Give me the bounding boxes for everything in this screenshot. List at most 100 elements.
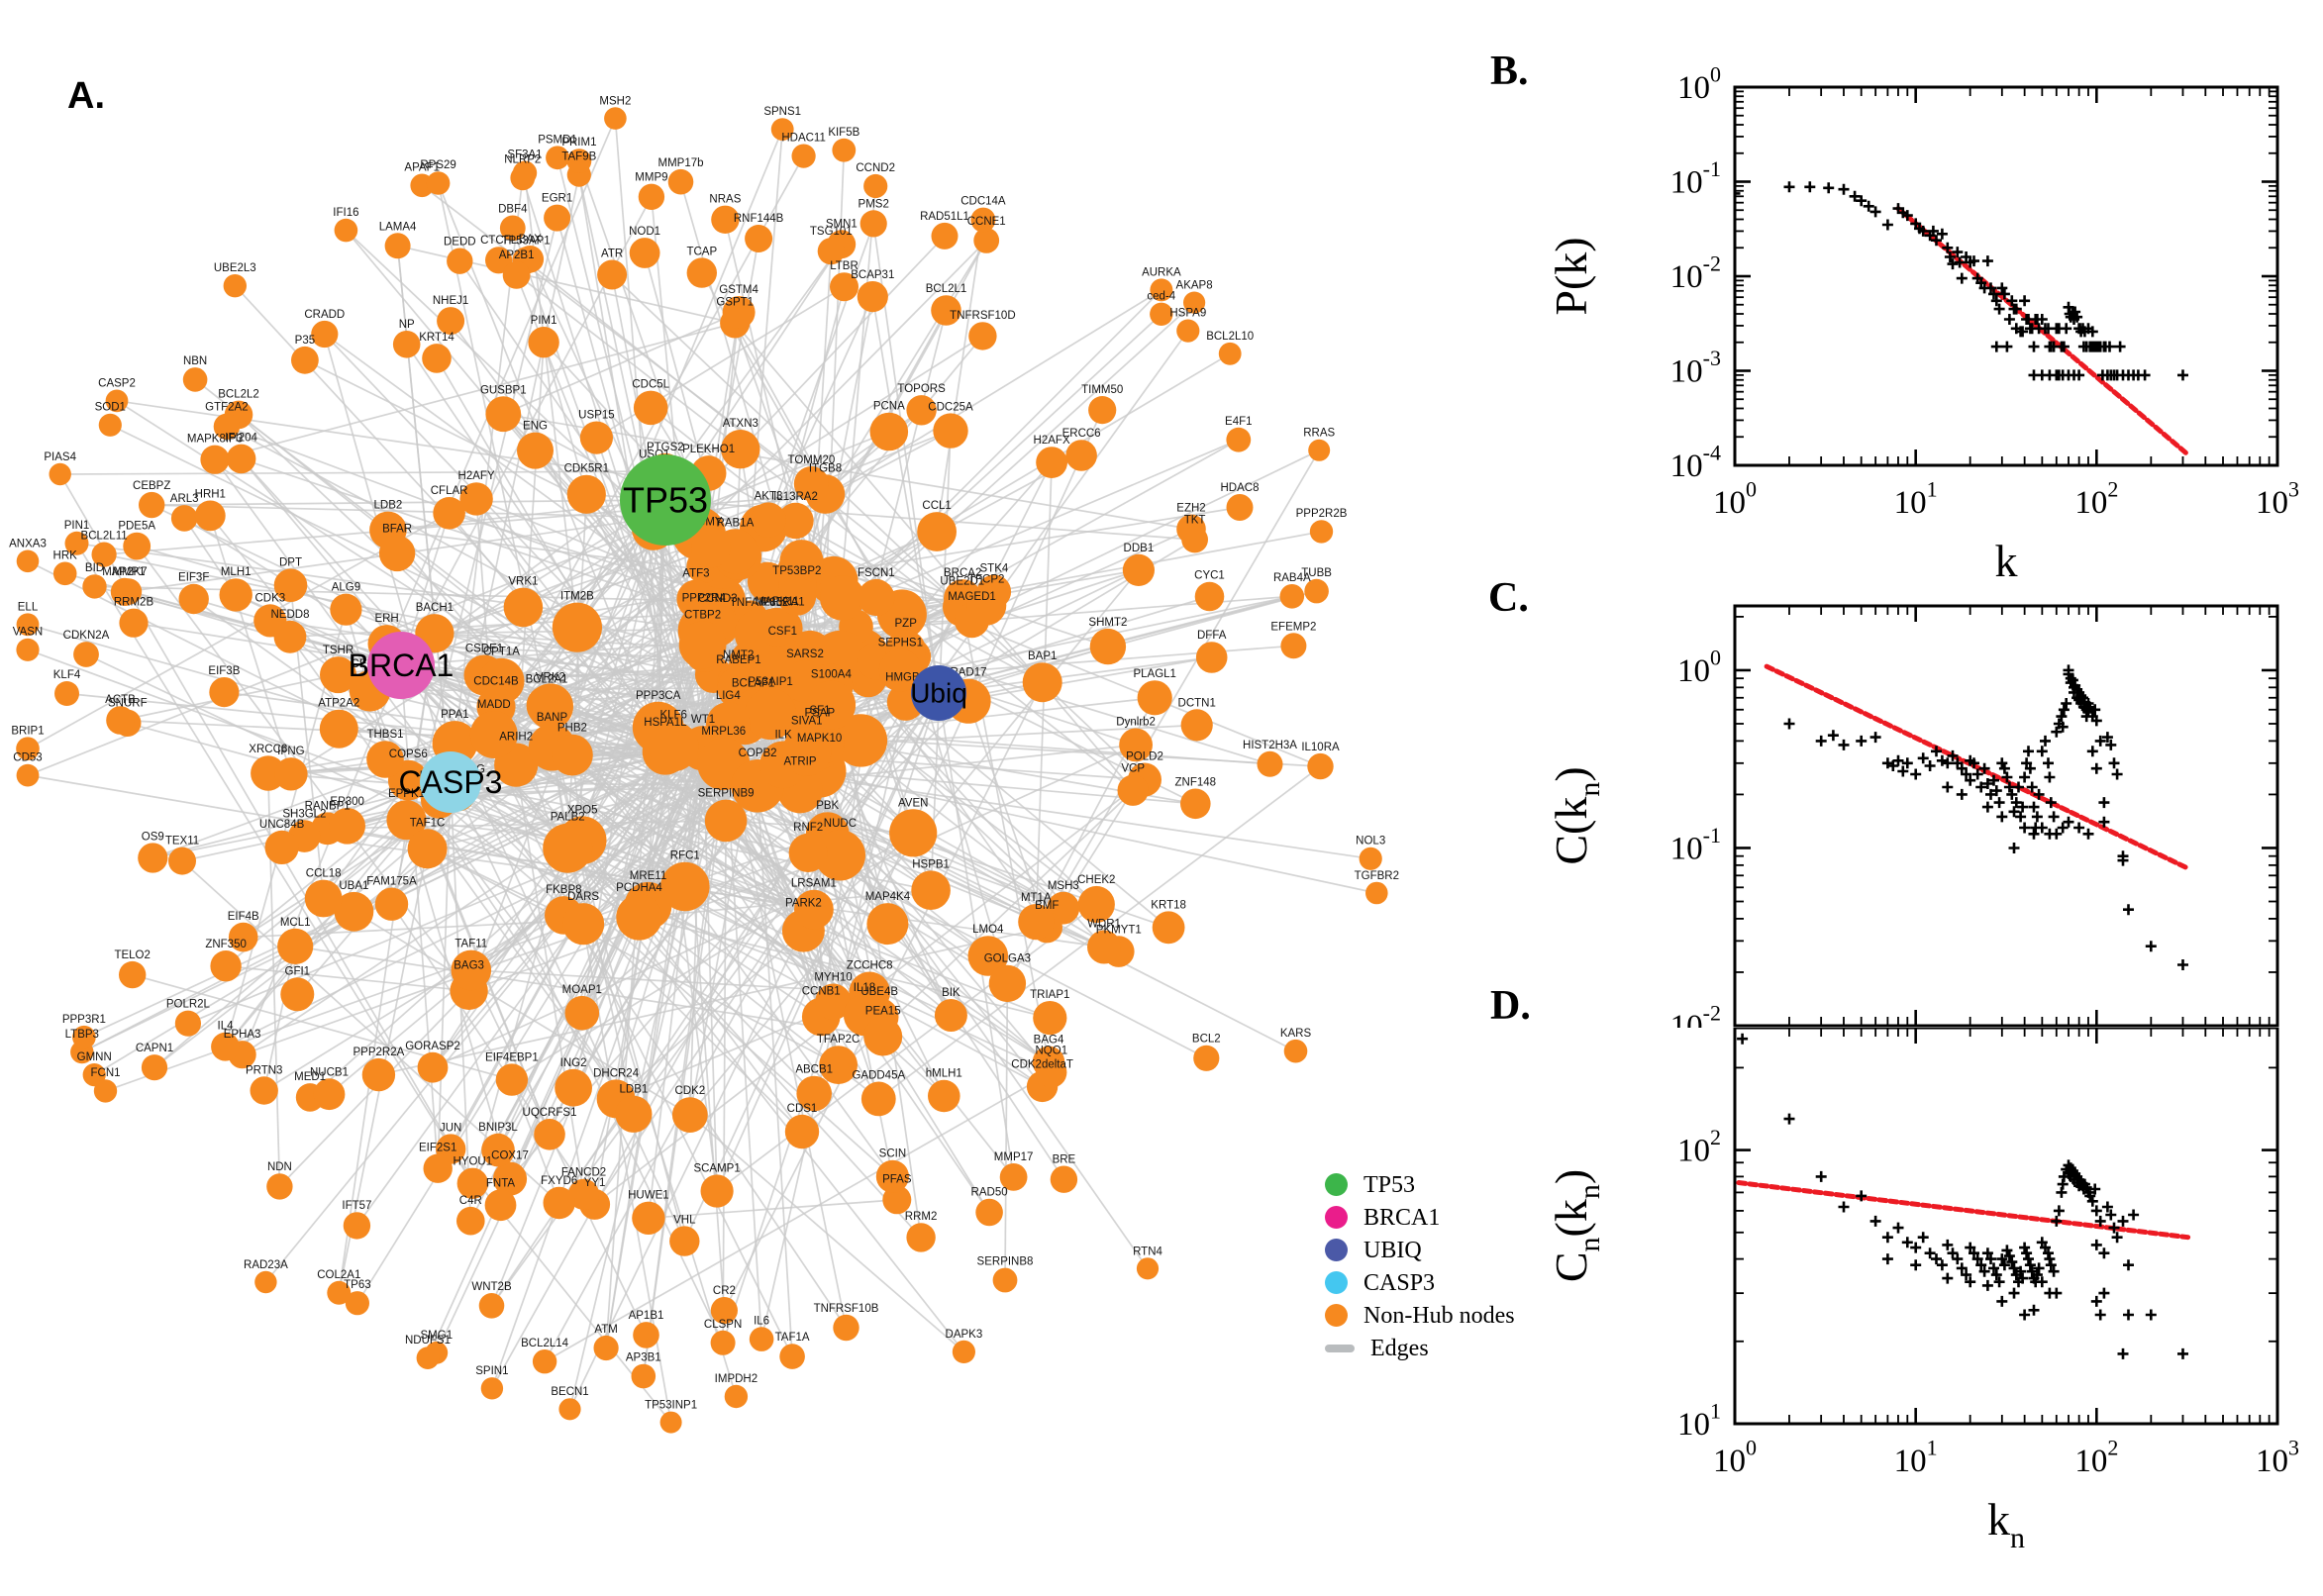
network-node-label: IFT57	[342, 1200, 371, 1212]
network-node-label: BCL2L10	[1206, 331, 1254, 343]
axis-label: C(kn)	[1546, 766, 1606, 864]
network-node-label: ERH	[374, 613, 398, 625]
network-node-label: PEA15	[865, 1006, 901, 1018]
network-node-label: ARL3	[170, 493, 199, 505]
network-node-label: RPS29	[420, 159, 455, 171]
network-node	[889, 809, 938, 857]
network-node	[833, 1314, 859, 1342]
network-node-label: TAF1C	[410, 817, 446, 829]
network-node-label: PCDHA4	[616, 882, 662, 894]
network-node	[1218, 342, 1242, 365]
network-node	[667, 168, 694, 195]
network-node-label: MAGED1	[948, 591, 996, 603]
network-node-label: UQCRFS1	[523, 1107, 577, 1119]
power-law-fit-line	[1764, 663, 2188, 870]
network-node	[495, 1063, 529, 1096]
network-node-label: LAMA4	[379, 221, 417, 233]
network-node	[988, 964, 1027, 1003]
network-node	[863, 173, 888, 199]
network-node-label: CHEK2	[1077, 874, 1115, 886]
network-node-label: MRPL36	[701, 726, 746, 738]
network-node-label: GFI1	[285, 965, 311, 977]
network-node-label: ERCC6	[1062, 428, 1101, 440]
network-node-label: TNFAIP8L2	[730, 597, 788, 609]
network-node-label: MAP2K7	[102, 566, 147, 578]
panel-d-label: D.	[1490, 983, 1531, 1029]
network-node-label: TUBB	[1301, 567, 1332, 579]
network-node-label: EIF4EBP1	[485, 1051, 539, 1063]
legend-node-swatch-icon	[1325, 1304, 1348, 1327]
network-node-label: IL6	[754, 1315, 769, 1327]
network-node	[558, 1398, 581, 1421]
network-node-label: hMLH1	[926, 1068, 962, 1080]
network-svg: MAPK10PIM1EPPK1USO1GSPT1BAG3SPIN1FSCN1UB…	[9, 95, 1399, 1434]
network-node	[82, 1063, 106, 1087]
network-node	[174, 1010, 201, 1037]
network-node-label: VHL	[673, 1214, 696, 1226]
network-node	[485, 396, 522, 433]
network-node	[722, 296, 756, 329]
network-node	[678, 621, 727, 669]
network-node-label: FKBP8	[546, 884, 581, 896]
network-node-label: IFI16	[333, 207, 358, 219]
network-node	[534, 1119, 565, 1150]
network-node-label: GADD45A	[852, 1070, 905, 1082]
network-node	[906, 395, 937, 426]
axis-label: kn	[1987, 1494, 2025, 1554]
network-node-label: DARS	[567, 891, 599, 903]
network-node-label: CCND3	[698, 593, 738, 605]
network-node-label: NUDC	[824, 818, 857, 830]
network-node	[502, 261, 531, 289]
network-node-label: ITM2B	[560, 591, 594, 603]
network-node	[552, 602, 603, 652]
tick-label: 100	[1677, 62, 1721, 107]
network-node-label: PFAS	[882, 1173, 912, 1185]
network-node-label: VRK1	[508, 576, 538, 588]
network-node-label: TRIAP1	[1030, 989, 1069, 1001]
network-node-label: TEX11	[165, 836, 199, 848]
network-node-label: PIN1	[64, 520, 90, 532]
network-node	[1065, 440, 1097, 471]
network-node-label: ELL	[18, 601, 39, 613]
network-node-label: DBF4	[498, 204, 528, 216]
network-node	[659, 1411, 682, 1434]
network-node	[973, 228, 1000, 253]
network-node	[711, 205, 740, 234]
network-node-label: HDAC8	[1221, 482, 1260, 494]
network-node	[119, 608, 149, 638]
network-node	[1122, 553, 1155, 587]
network-node	[1137, 680, 1172, 716]
network-node-label: ATM	[594, 1324, 617, 1336]
network-node	[194, 500, 226, 532]
network-node-label: GSTM4	[719, 284, 758, 296]
network-node-label: P53AIP1	[748, 676, 792, 688]
network-node	[1136, 1257, 1160, 1280]
network-node	[532, 1349, 557, 1374]
network-node	[223, 274, 247, 298]
network-node-label: RFC1	[670, 850, 700, 862]
network-node	[277, 928, 314, 965]
network-node	[119, 960, 147, 989]
network-node	[878, 648, 922, 692]
network-node	[91, 542, 117, 567]
network-node	[691, 528, 732, 568]
network-node	[374, 887, 409, 921]
network-node-label: CDK5R1	[564, 463, 609, 475]
network-node	[1193, 1045, 1220, 1071]
network-node-label: SNURF	[108, 698, 148, 710]
network-node	[832, 138, 857, 162]
network-node-label: RAD50	[971, 1187, 1008, 1199]
network-node-label: UNC84B	[259, 819, 305, 831]
network-node-label: BIK	[942, 987, 960, 999]
network-node-label: GUSBP1	[480, 384, 527, 396]
network-node	[319, 709, 358, 748]
network-node	[544, 204, 571, 232]
network-node	[770, 118, 794, 141]
network-node	[1283, 1039, 1308, 1063]
network-node-label: SERPINB8	[977, 1256, 1034, 1268]
network-node-label: PPP2R4	[682, 593, 727, 605]
network-node-label: EIF2S1	[419, 1143, 456, 1154]
network-node	[366, 741, 404, 778]
network-node-label: ZNF148	[1175, 777, 1217, 789]
network-node	[906, 1223, 936, 1252]
